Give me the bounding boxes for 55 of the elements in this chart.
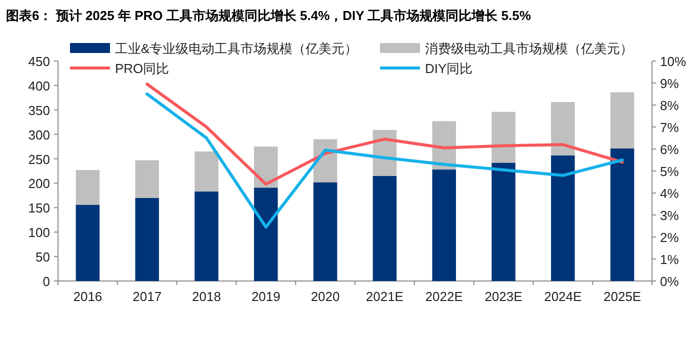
x-tick-label: 2023E bbox=[484, 289, 523, 304]
y-tick-label: 200 bbox=[28, 176, 50, 192]
legend-label: 消费级电动工具市场规模（亿美元） bbox=[425, 41, 633, 56]
legend-label: 工业&专业级电动工具市场规模（亿美元） bbox=[115, 41, 358, 56]
y-tick-label: 300 bbox=[28, 127, 50, 142]
chart-title: 图表6： 预计 2025 年 PRO 工具市场规模同比增长 5.4%，DIY 工具市场规模同比增长 5.5% bbox=[6, 8, 532, 23]
bar bbox=[76, 204, 100, 281]
bar bbox=[432, 170, 456, 281]
x-tick-label: 2022E bbox=[425, 289, 464, 304]
x-tick-label: 2021E bbox=[366, 289, 404, 304]
x-tick-label: 2020 bbox=[310, 289, 340, 304]
y2-tick-label: 7% bbox=[660, 120, 680, 135]
y-tick-label: 50 bbox=[36, 250, 50, 265]
y2-tick-label: 0% bbox=[660, 274, 680, 289]
y2-tick-label: 8% bbox=[660, 98, 680, 113]
y-tick-label: 150 bbox=[28, 200, 50, 216]
bar bbox=[76, 170, 100, 205]
x-tick-label: 2025E bbox=[604, 289, 642, 304]
bar bbox=[610, 148, 634, 281]
bar bbox=[492, 112, 516, 163]
bar bbox=[551, 102, 575, 156]
bar bbox=[254, 146, 278, 188]
bar bbox=[372, 176, 397, 281]
y2-tick-label: 10% bbox=[660, 54, 686, 69]
line-series bbox=[146, 82, 624, 186]
x-tick-label: 2017 bbox=[132, 289, 162, 304]
bar bbox=[135, 160, 159, 198]
bar bbox=[135, 198, 159, 281]
x-tick-label: 2016 bbox=[73, 289, 102, 304]
y2-tick-label: 4% bbox=[660, 186, 680, 201]
y2-tick-label: 3% bbox=[660, 208, 680, 223]
y-tick-label: 400 bbox=[28, 78, 50, 94]
bar bbox=[551, 155, 575, 281]
y2-tick-label: 9% bbox=[660, 76, 680, 91]
legend-label: PRO同比 bbox=[115, 61, 170, 76]
bar bbox=[194, 192, 218, 281]
x-tick-label: 2019 bbox=[251, 289, 280, 304]
line-series bbox=[146, 92, 624, 229]
y2-tick-label: 2% bbox=[660, 230, 680, 245]
bar bbox=[254, 188, 278, 281]
bar bbox=[492, 162, 516, 281]
bar bbox=[610, 92, 634, 149]
y-tick-label: 350 bbox=[28, 102, 50, 118]
bar bbox=[194, 151, 218, 192]
y-tick-label: 450 bbox=[28, 54, 50, 69]
x-tick-label: 2024E bbox=[544, 289, 582, 304]
y2-tick-label: 1% bbox=[660, 252, 680, 267]
x-tick-label: 2018 bbox=[192, 289, 221, 304]
y-tick-label: 0 bbox=[42, 274, 50, 289]
y-tick-label: 250 bbox=[28, 152, 50, 167]
legend-label: DIY同比 bbox=[425, 61, 473, 76]
y-tick-label: 100 bbox=[28, 225, 50, 240]
y2-tick-label: 6% bbox=[660, 142, 680, 157]
bar bbox=[313, 182, 338, 281]
y2-tick-label: 5% bbox=[660, 164, 680, 179]
